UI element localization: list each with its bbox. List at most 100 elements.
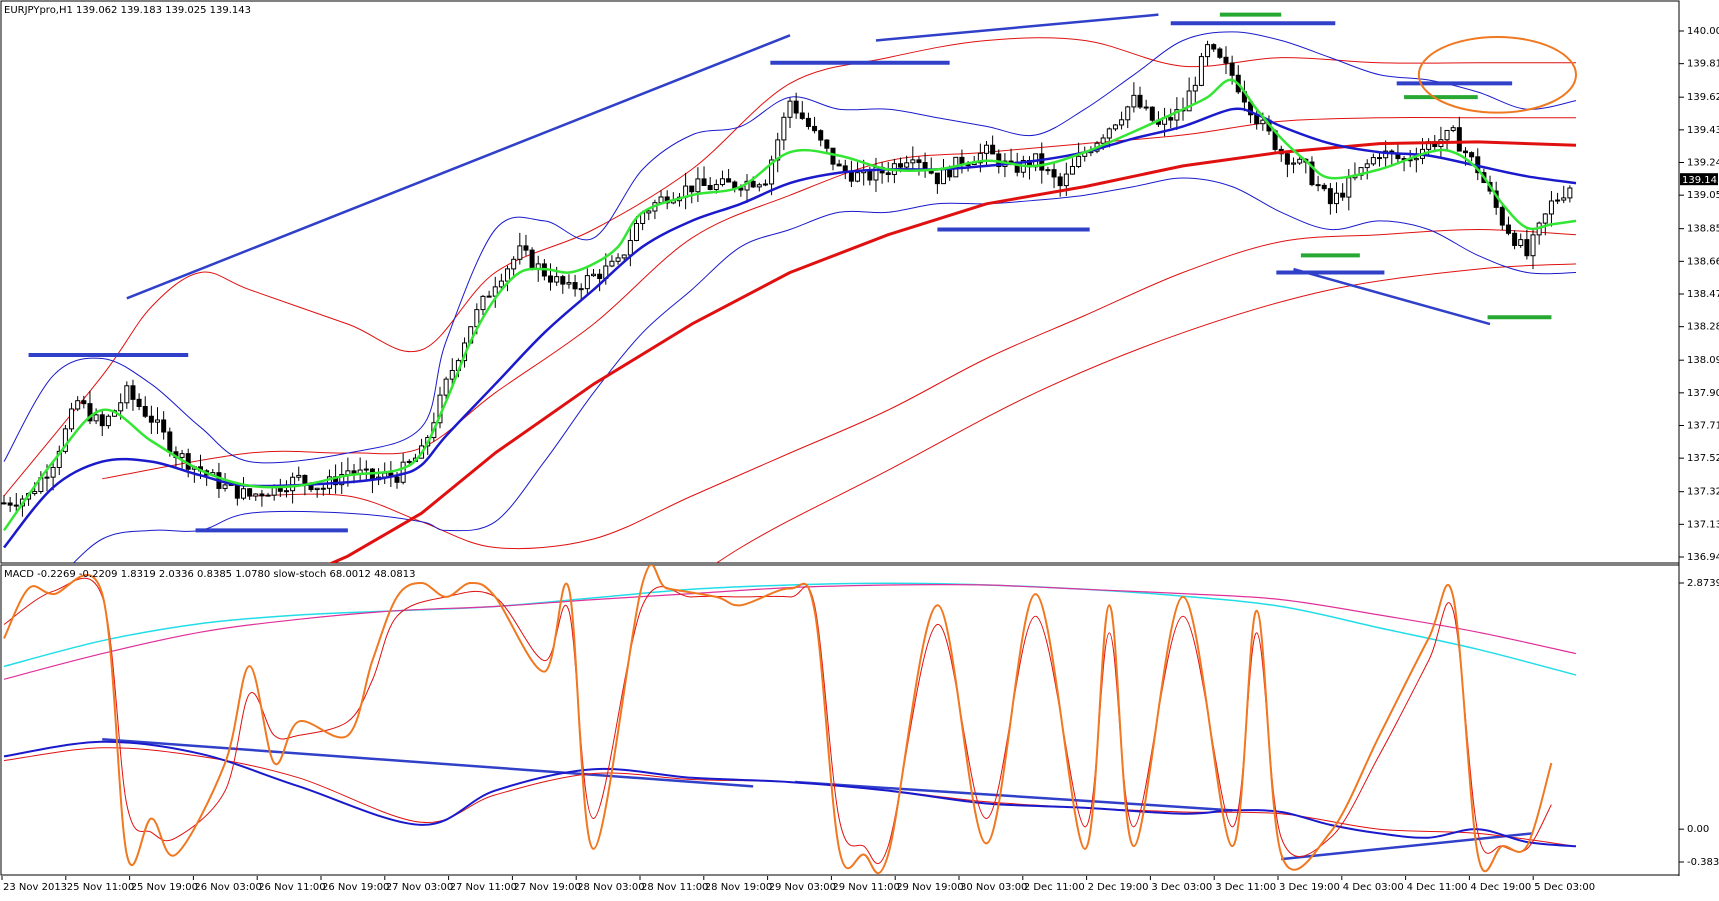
bollinger-blue-upper <box>3 31 1577 464</box>
candle-up <box>769 159 775 185</box>
candle-down <box>1512 232 1518 246</box>
candle <box>633 216 639 242</box>
candle-down <box>81 400 87 405</box>
candle-down <box>1057 176 1063 187</box>
price-tick-label: 139.815 <box>1687 59 1719 70</box>
candle-up <box>1174 109 1180 121</box>
candle <box>885 161 891 183</box>
candle <box>609 255 615 268</box>
time-tick-label: 27 Nov 19:00 <box>513 882 580 893</box>
candle <box>916 156 922 176</box>
candle <box>56 445 62 476</box>
candle-up <box>1334 192 1340 205</box>
candle <box>7 496 13 513</box>
candle <box>523 234 529 256</box>
candle-down <box>87 403 93 422</box>
candle-down <box>1505 224 1511 234</box>
candle-down <box>234 483 240 499</box>
candle <box>1548 191 1554 227</box>
candle <box>320 483 326 496</box>
macd-tick-label: -0.3834 <box>1687 857 1719 868</box>
candle-down <box>1143 106 1149 109</box>
candle <box>793 92 799 119</box>
candle-up <box>486 295 492 298</box>
time-tick-label: 26 Nov 11:00 <box>258 882 325 893</box>
candle <box>142 396 148 419</box>
candle-up <box>1063 173 1069 187</box>
candle-up <box>118 402 124 412</box>
candle-down <box>1284 153 1290 165</box>
candle-down <box>867 170 873 181</box>
candle-up <box>62 428 68 452</box>
candle-up <box>253 493 259 497</box>
time-tick-label: 5 Dec 03:00 <box>1534 882 1595 893</box>
time-tick-label: 29 Nov 03:00 <box>769 882 836 893</box>
candle <box>1297 156 1303 166</box>
candle-down <box>1327 188 1333 205</box>
time-tick-label: 3 Dec 11:00 <box>1215 882 1276 893</box>
candle-down <box>1217 48 1223 58</box>
candle <box>443 376 449 400</box>
candle <box>1069 158 1075 175</box>
time-tick-label: 26 Nov 19:00 <box>322 882 389 893</box>
candle <box>1327 182 1333 215</box>
candle-down <box>848 171 854 182</box>
candle-down <box>812 125 818 132</box>
price-tick-label: 136.945 <box>1687 552 1719 563</box>
candle <box>904 155 910 171</box>
candle <box>1518 233 1524 248</box>
candle-down <box>1469 152 1475 158</box>
candle-up <box>1567 187 1573 199</box>
candle <box>1334 182 1340 214</box>
current-price-box <box>1680 173 1718 186</box>
ma-red-thick <box>328 140 1577 563</box>
candle-up <box>1548 200 1554 215</box>
candle-up <box>480 295 486 311</box>
candle <box>1450 125 1456 133</box>
candle-down <box>793 100 799 114</box>
candle <box>1137 86 1143 110</box>
candle-up <box>290 476 296 492</box>
candle <box>812 116 818 134</box>
candle-down <box>99 414 105 427</box>
candle-up <box>155 419 161 423</box>
candle-up <box>787 100 793 118</box>
candle-up <box>265 494 271 497</box>
candle-up <box>1112 124 1118 130</box>
candle-down <box>1039 153 1045 171</box>
candle <box>1149 106 1155 122</box>
candle-up <box>566 282 572 285</box>
candle <box>597 269 603 292</box>
candle-down <box>1223 56 1229 64</box>
candle-up <box>1125 106 1131 121</box>
candle-down <box>1 502 7 505</box>
candle <box>87 390 93 425</box>
candle <box>566 274 572 289</box>
candle <box>75 396 81 412</box>
candle <box>1377 153 1382 167</box>
candle-up <box>756 184 762 188</box>
candle <box>1530 228 1536 270</box>
candle <box>756 182 762 192</box>
stoch-main-orange <box>3 565 1553 874</box>
candle-down <box>320 487 326 490</box>
candle-up <box>910 159 916 164</box>
candle-down <box>1229 62 1235 76</box>
candle-up <box>554 276 560 283</box>
candle-up <box>1198 56 1204 86</box>
ma-green <box>2 78 1577 532</box>
candle <box>591 268 596 277</box>
candle <box>1413 147 1419 173</box>
candle-down <box>148 415 154 423</box>
candle <box>1321 183 1327 192</box>
candle <box>1291 157 1297 174</box>
candle-down <box>548 275 554 283</box>
candle <box>161 411 167 440</box>
time-tick-label: 4 Dec 03:00 <box>1343 882 1404 893</box>
candle-up <box>1076 155 1082 167</box>
candle <box>486 290 492 298</box>
candle-up <box>984 144 989 154</box>
price-tick-label: 138.475 <box>1687 289 1719 300</box>
candle <box>69 402 75 433</box>
